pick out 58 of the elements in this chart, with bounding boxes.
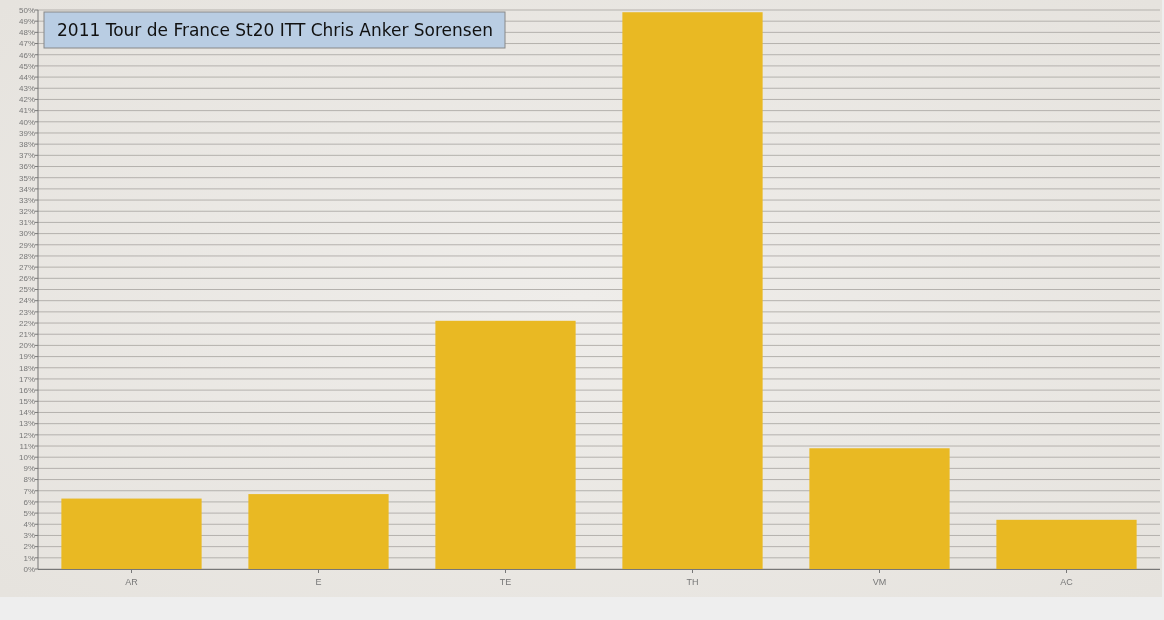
y-tick-label: 31% <box>18 218 35 228</box>
x-tick-label: AR <box>125 577 139 587</box>
y-tick-label: 42% <box>18 95 35 105</box>
y-tick-label: 12% <box>18 430 35 440</box>
y-tick-label: 1% <box>23 553 35 563</box>
y-tick-label: 44% <box>18 72 35 82</box>
x-tick-label: E <box>315 577 322 587</box>
y-tick-label: 24% <box>18 296 35 306</box>
y-tick-label: 11% <box>19 441 35 451</box>
y-tick-label: 20% <box>18 341 35 351</box>
x-tick-label: TE <box>499 577 512 587</box>
y-tick-label: 29% <box>18 240 35 250</box>
y-tick-label: 5% <box>23 508 35 518</box>
y-tick-label: 2% <box>23 542 35 552</box>
y-tick-label: 41% <box>18 106 35 116</box>
y-tick-label: 40% <box>18 117 35 127</box>
y-tick-label: 3% <box>23 531 35 541</box>
y-tick-label: 19% <box>18 352 35 362</box>
y-tick-label: 15% <box>18 397 35 407</box>
y-tick-label: 30% <box>18 229 35 239</box>
text: 2011 Tour de France St20 ITT Chris Anker Sorensen <box>57 20 493 40</box>
y-tick-label: 37% <box>18 151 35 161</box>
y-tick-label: 33% <box>18 195 35 205</box>
y-tick-label: 16% <box>18 385 35 395</box>
y-tick-label: 21% <box>18 330 35 340</box>
y-tick-label: 6% <box>23 497 35 507</box>
y-tick-label: 13% <box>18 419 35 429</box>
y-tick-label: 17% <box>18 374 35 384</box>
y-tick-label: 43% <box>18 84 35 94</box>
y-tick-label: 18% <box>18 363 35 373</box>
x-tick-label: AC <box>1060 577 1074 587</box>
y-tick-label: 28% <box>18 251 35 261</box>
x-tick-label: TH <box>686 577 699 587</box>
y-tick-label: 48% <box>18 28 35 38</box>
y-tick-label: 34% <box>18 184 35 194</box>
y-tick-label: 49% <box>18 16 35 26</box>
y-tick-label: 46% <box>18 50 35 60</box>
y-tick-label: 10% <box>18 453 35 462</box>
y-tick-label: 7% <box>23 486 35 496</box>
y-tick-label: 38% <box>18 139 35 149</box>
x-tick-label: VM <box>872 577 887 587</box>
y-tick-label: 36% <box>18 162 35 172</box>
y-tick-label: 25% <box>18 285 35 295</box>
y-tick-label: 14% <box>18 408 35 418</box>
y-tick-label: 39% <box>18 128 35 138</box>
y-tick-label: 47% <box>18 39 35 49</box>
y-tick-label: 8% <box>23 475 35 485</box>
y-tick-label: 23% <box>18 307 35 317</box>
y-tick-label: 35% <box>18 173 35 183</box>
y-tick-label: 27% <box>18 262 35 272</box>
y-tick-label: 4% <box>23 520 35 530</box>
y-tick-label: 26% <box>18 274 35 284</box>
y-tick-label: 0% <box>23 564 35 574</box>
y-tick-label: 50% <box>18 5 35 15</box>
y-tick-label: 22% <box>18 318 35 328</box>
y-tick-label: 45% <box>18 61 35 71</box>
y-tick-label: 32% <box>18 207 35 217</box>
y-tick-label: 9% <box>23 464 35 474</box>
